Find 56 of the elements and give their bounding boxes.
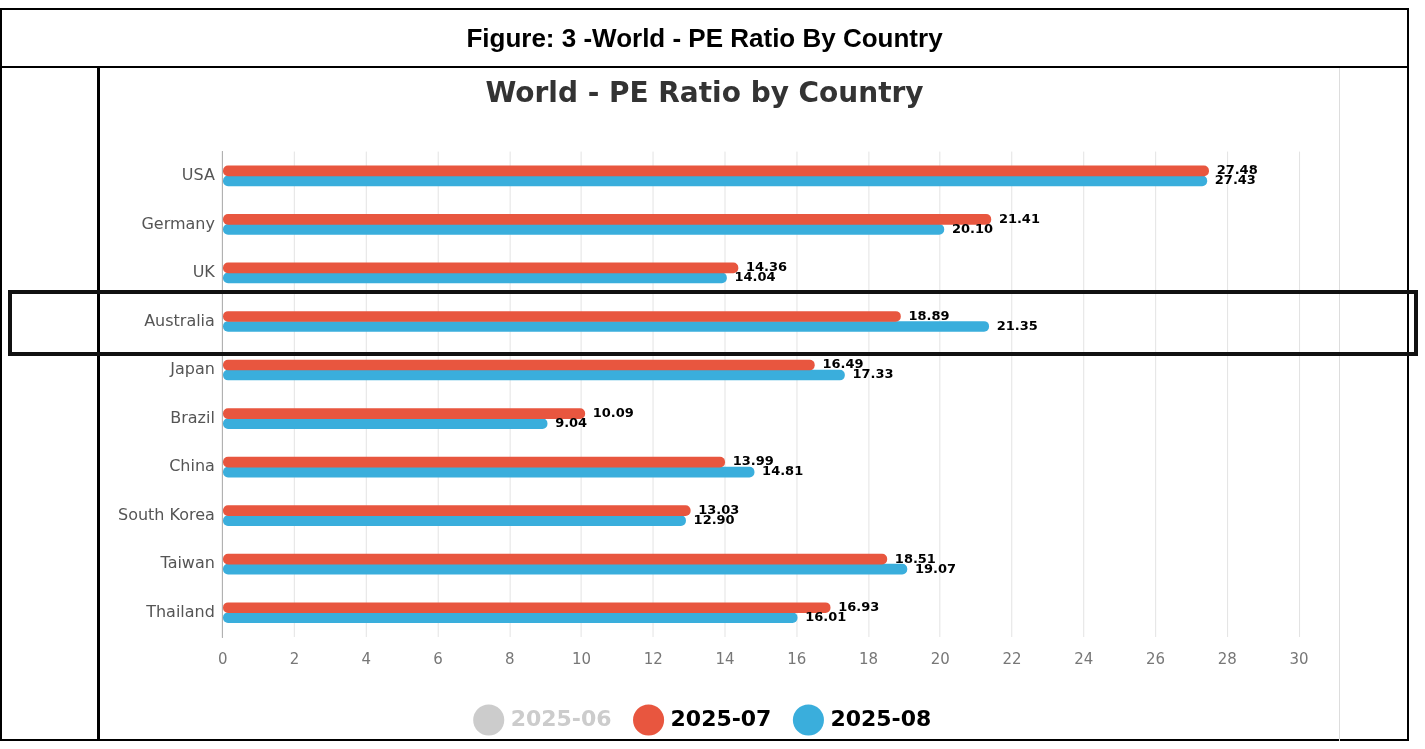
x-tick-label: 30 [1289,649,1309,668]
x-tick-label: 28 [1217,649,1237,668]
x-tick-label: 24 [1074,649,1094,668]
data-label: 10.09 [592,404,634,420]
bar [223,408,586,419]
legend-label: 2025-08 [830,705,932,731]
x-tick-label: 22 [1002,649,1022,668]
x-tick-label: 14 [715,649,735,668]
data-label: 20.10 [951,220,993,236]
bar [223,466,755,478]
y-tick-label: Taiwan [159,553,215,573]
x-tick-label: 8 [505,649,515,668]
bar [223,553,888,565]
y-tick-label: Thailand [145,601,215,621]
data-label: 9.04 [555,414,588,430]
x-tick-label: 20 [930,649,950,668]
bar [223,175,1208,187]
bar [223,612,798,624]
data-label: 18.89 [908,307,950,323]
y-tick-label: Brazil [170,407,215,427]
bar [223,311,901,322]
bar [223,515,686,526]
bar [223,165,1209,177]
x-tick-label: 2 [289,649,300,668]
y-tick-label: Japan [169,359,215,379]
x-tick-label: 18 [859,649,879,668]
y-tick-label: USA [181,165,215,185]
x-tick-label: 12 [643,649,663,668]
y-tick-label: Australia [144,310,215,330]
bar [223,224,945,235]
bar [223,321,990,332]
bar [223,602,831,614]
x-tick-label: 10 [572,649,592,668]
bar [223,272,727,284]
x-tick-label: 6 [433,649,443,668]
y-tick-label: Germany [141,213,215,233]
bar [223,369,845,381]
x-tick-label: 16 [787,649,807,668]
y-tick-label: South Korea [118,504,215,524]
legend-label: 2025-07 [670,705,772,731]
bar [223,262,739,274]
y-tick-label: UK [192,262,216,282]
bar [223,456,726,468]
bar [223,214,992,225]
bar [223,563,908,575]
bar [223,418,548,429]
bar [223,505,691,516]
chart-title: Figure: 3 -World - PE Ratio By Country [2,10,1407,68]
bar [223,359,815,371]
x-tick-label: 26 [1146,649,1166,668]
data-label: 21.41 [998,210,1040,226]
chart-subtitle: World - PE Ratio by Country [485,76,924,110]
y-tick-label: China [169,456,215,476]
x-tick-label: 4 [361,649,372,668]
data-label: 21.35 [996,317,1038,333]
x-tick-label: 0 [218,649,228,668]
